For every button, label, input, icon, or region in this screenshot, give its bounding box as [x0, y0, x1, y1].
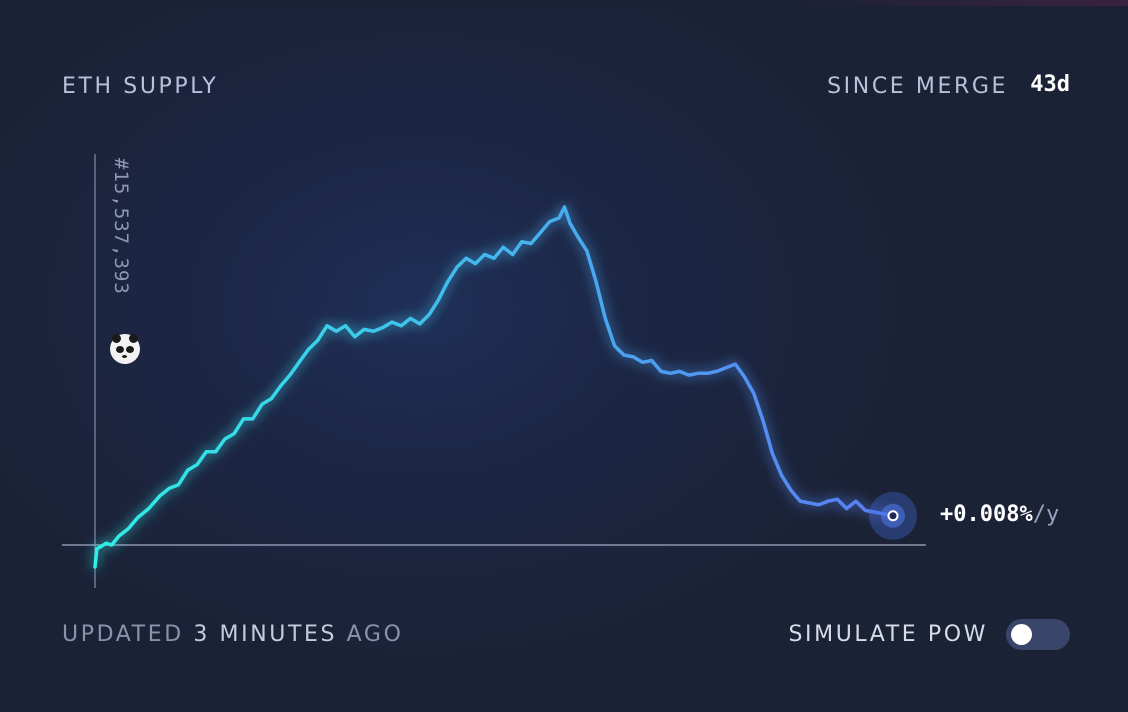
- supply-line: [93, 205, 895, 569]
- current-rate-unit: /y: [1032, 502, 1060, 527]
- simulate-pow-label: SIMULATE PoW: [788, 622, 988, 647]
- current-rate-label: +0.008%/y: [940, 502, 1059, 527]
- current-rate-value: +0.008%: [940, 502, 1033, 527]
- chart-title: ETH SUPPLY: [62, 74, 219, 99]
- panda-icon: [110, 334, 140, 364]
- updated-status: UPDATED 3 MINUTES AGO: [62, 622, 404, 647]
- simulate-pow-toggle[interactable]: [1006, 619, 1070, 650]
- top-accent-line: [0, 0, 1128, 6]
- updated-prefix: UPDATED: [62, 622, 184, 647]
- baseline-block-label: #15,537,393: [110, 158, 132, 295]
- supply-card: [0, 6, 1128, 712]
- toggle-knob[interactable]: [1011, 624, 1032, 645]
- since-merge-days: 43d: [1030, 72, 1070, 97]
- updated-value: 3 MINUTES: [193, 622, 338, 647]
- updated-suffix: AGO: [346, 622, 404, 647]
- current-point: [887, 510, 899, 522]
- since-merge-label: SINCE MERGE: [827, 74, 1008, 99]
